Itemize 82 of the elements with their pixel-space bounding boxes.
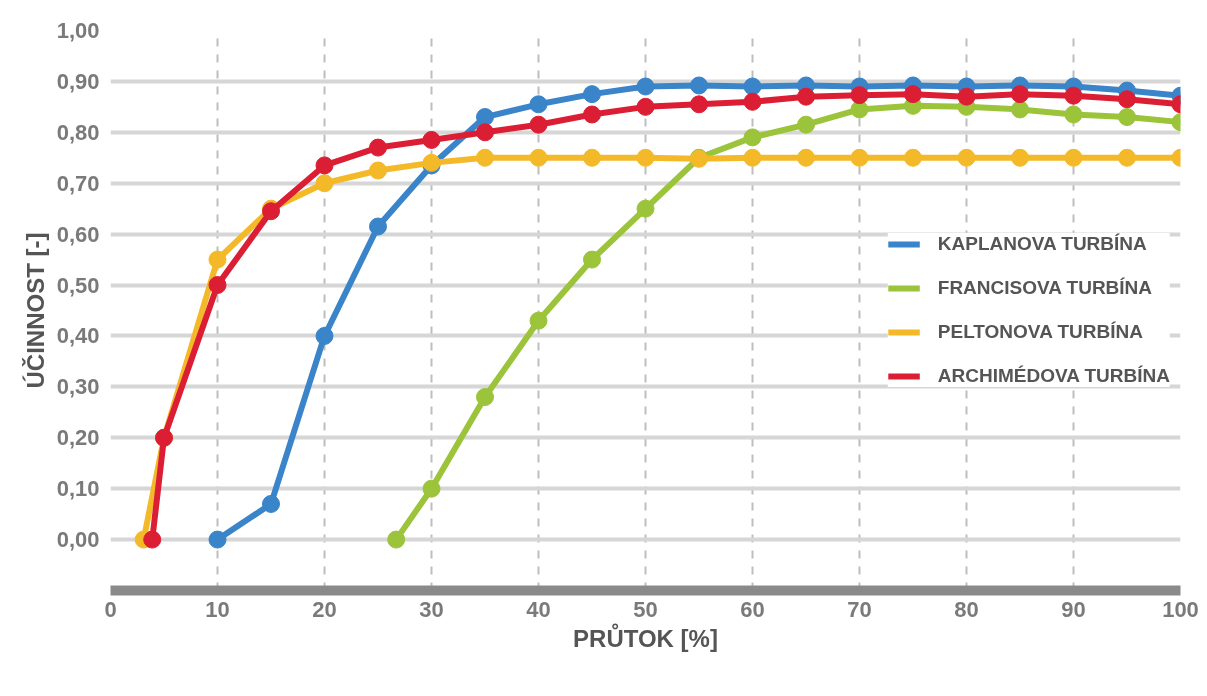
point xyxy=(1011,100,1029,119)
point xyxy=(476,388,494,407)
y-tick-label: 0,50 xyxy=(56,272,100,298)
point xyxy=(850,148,869,167)
point xyxy=(636,97,655,116)
point xyxy=(636,199,655,218)
point xyxy=(1064,148,1083,167)
point xyxy=(583,85,601,104)
point xyxy=(208,276,227,295)
y-tick-label: 0,00 xyxy=(56,527,100,553)
point xyxy=(957,87,976,106)
x-tick-label: 80 xyxy=(954,596,979,622)
y-tick-label: 0,90 xyxy=(56,68,100,94)
point xyxy=(315,326,334,345)
point xyxy=(957,148,976,167)
point xyxy=(904,85,922,104)
legend-label: KAPLANOVA TURBÍNA xyxy=(937,233,1147,255)
point xyxy=(476,123,494,142)
point xyxy=(1118,148,1136,167)
point xyxy=(583,148,601,167)
x-tick-label: 100 xyxy=(1162,596,1199,622)
point xyxy=(387,530,406,549)
point xyxy=(422,479,441,498)
point xyxy=(208,250,227,269)
x-tick-label: 90 xyxy=(1061,596,1086,622)
point xyxy=(636,77,655,96)
point xyxy=(208,530,227,549)
x-tick-label: 10 xyxy=(205,596,230,622)
y-tick-label: 0,70 xyxy=(56,170,100,196)
y-tick-label: 0,40 xyxy=(56,323,100,349)
point xyxy=(690,76,708,95)
point xyxy=(529,148,548,167)
y-tick-label: 0,60 xyxy=(56,221,100,247)
y-tick-label: 0,10 xyxy=(56,476,100,502)
x-axis-title: PRŮTOK [%] xyxy=(573,622,718,652)
point xyxy=(743,92,762,111)
legend-label: FRANCISOVA TURBÍNA xyxy=(937,277,1153,299)
x-tick-label: 30 xyxy=(419,596,444,622)
point xyxy=(636,148,655,167)
point xyxy=(583,105,601,124)
y-axis-title: ÚČINNOST [-] xyxy=(21,232,49,389)
point xyxy=(904,148,922,167)
x-tick-label: 40 xyxy=(526,596,551,622)
point xyxy=(369,217,387,236)
y-tick-label: 0,20 xyxy=(56,425,100,451)
point xyxy=(797,87,815,106)
point xyxy=(315,174,334,193)
x-tick-label: 50 xyxy=(633,596,658,622)
point xyxy=(690,95,708,114)
y-tick-label: 0,30 xyxy=(56,374,100,400)
y-tick-label: 0,80 xyxy=(56,119,100,145)
point xyxy=(1011,148,1029,167)
point xyxy=(797,115,815,134)
y-tick-label: 1,00 xyxy=(56,18,100,43)
point xyxy=(1118,108,1136,127)
x-tick-label: 60 xyxy=(740,596,765,622)
point xyxy=(529,95,548,114)
point xyxy=(1118,90,1136,109)
point xyxy=(1064,105,1083,124)
point xyxy=(262,494,280,513)
point xyxy=(850,86,869,105)
legend-label: PELTONOVA TURBÍNA xyxy=(937,321,1143,343)
point xyxy=(797,148,815,167)
x-tick-label: 20 xyxy=(312,596,337,622)
point xyxy=(315,156,334,175)
x-tick-label: 0 xyxy=(104,596,117,622)
point xyxy=(1064,86,1083,105)
legend-label: ARCHIMÉDOVA TURBÍNA xyxy=(937,365,1170,387)
point xyxy=(529,311,548,330)
point xyxy=(583,250,601,269)
point xyxy=(476,148,494,167)
point xyxy=(369,138,387,157)
point xyxy=(743,148,762,167)
point xyxy=(743,77,762,96)
point xyxy=(422,130,441,149)
point xyxy=(476,108,494,127)
point xyxy=(529,115,548,134)
x-tick-label: 70 xyxy=(847,596,872,622)
point xyxy=(743,128,762,147)
point xyxy=(369,161,387,180)
point xyxy=(143,530,162,549)
point xyxy=(1011,85,1029,104)
